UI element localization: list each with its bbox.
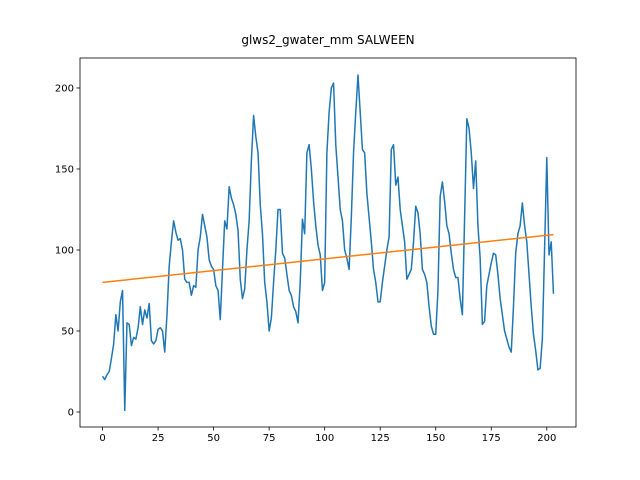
x-tick-label: 100 — [315, 433, 334, 444]
chart-title: glws2_gwater_mm SALWEEN — [241, 33, 414, 47]
x-tick-label: 150 — [426, 433, 445, 444]
x-tick-label: 125 — [371, 433, 390, 444]
x-tick-label: 0 — [99, 433, 105, 444]
x-tick-label: 50 — [207, 433, 220, 444]
x-tick-label: 25 — [152, 433, 165, 444]
data-line — [102, 233, 554, 284]
x-tick-label: 200 — [537, 433, 556, 444]
y-tick-label: 50 — [61, 326, 74, 337]
y-tick-label: 100 — [55, 245, 74, 256]
data-line — [101, 74, 555, 412]
axes-frame — [79, 57, 577, 428]
y-tick-label: 0 — [68, 407, 74, 418]
x-tick-label: 75 — [263, 433, 276, 444]
x-tick-label: 175 — [482, 433, 501, 444]
y-tick-label: 150 — [55, 164, 74, 175]
y-tick-label: 200 — [55, 83, 74, 94]
